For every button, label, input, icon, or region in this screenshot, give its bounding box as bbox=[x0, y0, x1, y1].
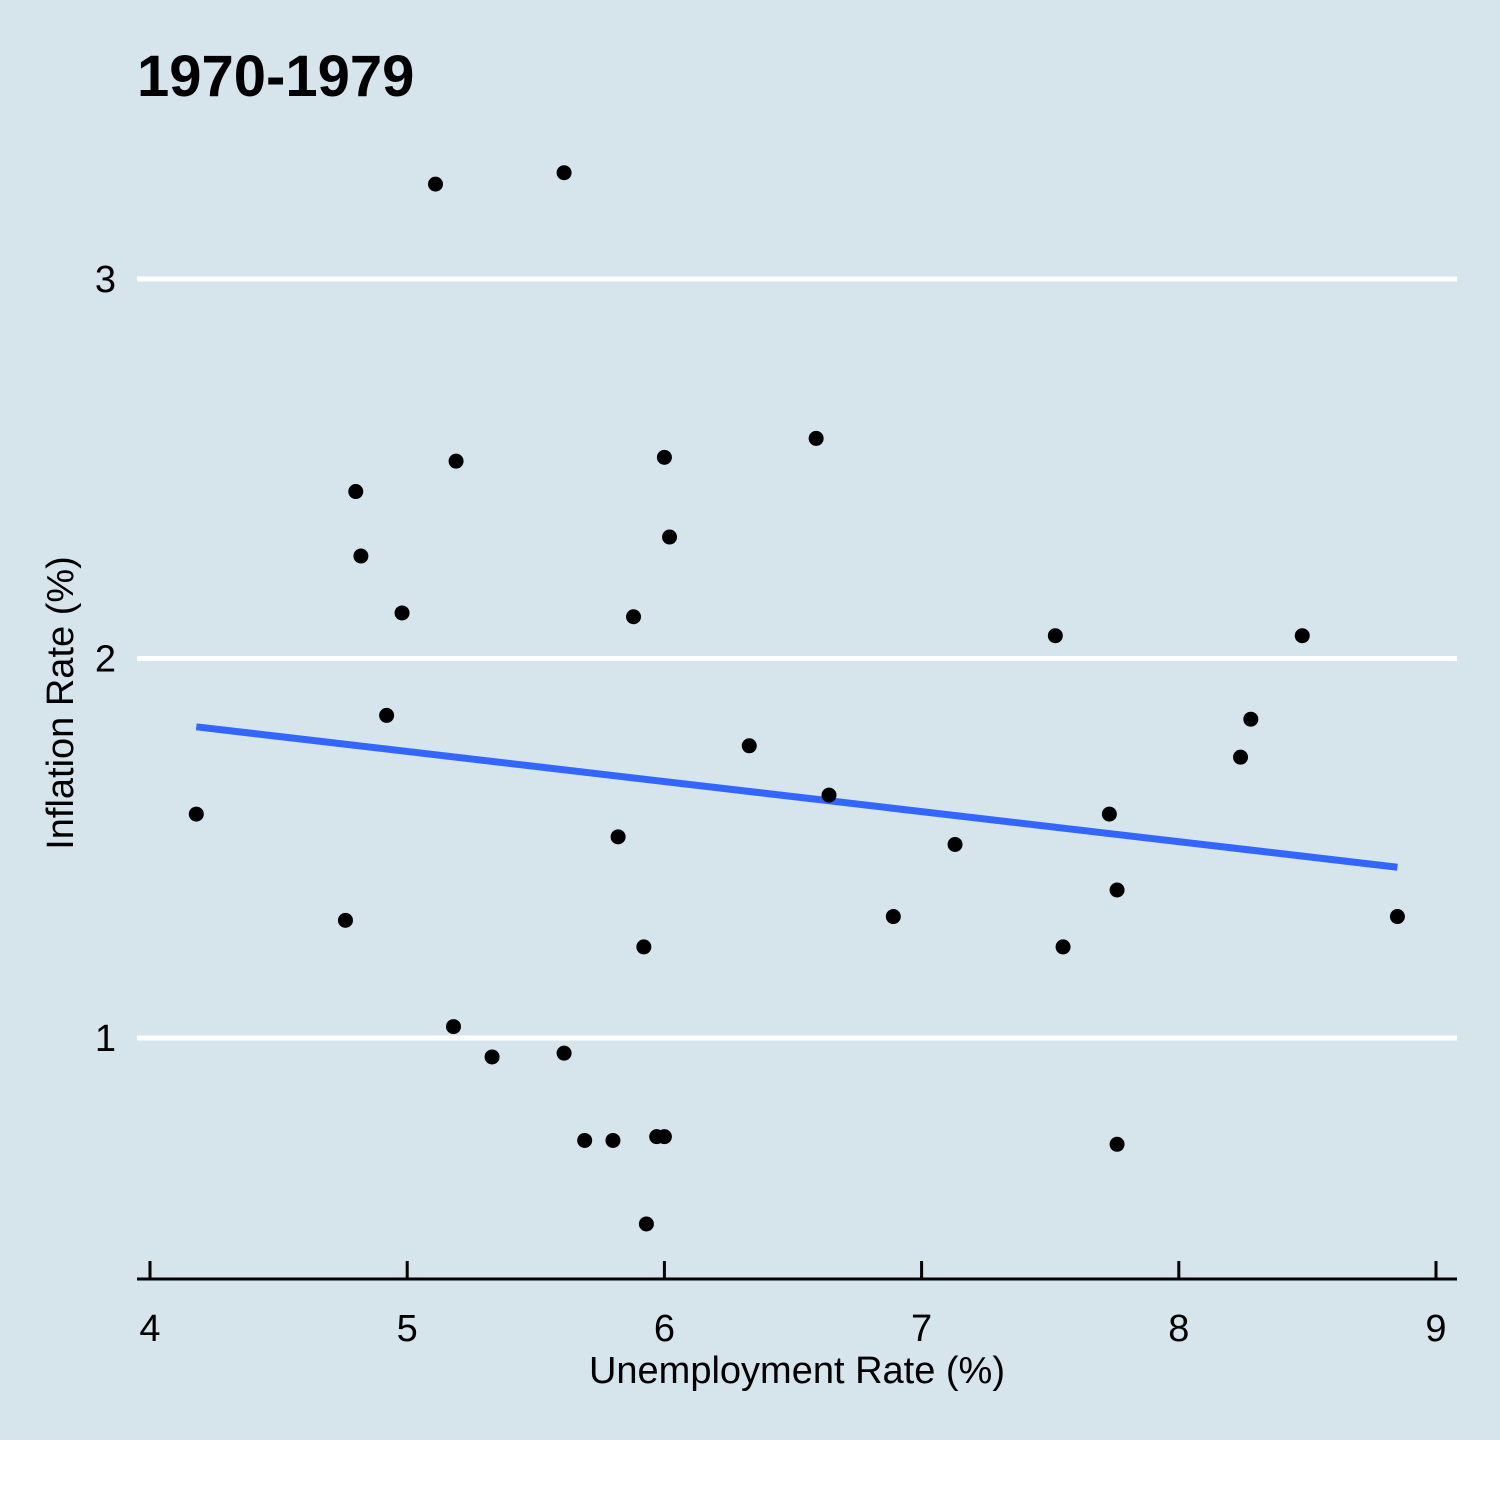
data-point bbox=[1233, 749, 1249, 765]
x-tick-label: 5 bbox=[397, 1308, 418, 1350]
y-tick-label: 2 bbox=[95, 639, 116, 681]
panel-background bbox=[0, 0, 1500, 1440]
data-point bbox=[379, 707, 395, 723]
data-point bbox=[662, 529, 678, 545]
trend-line-layer bbox=[195, 723, 1398, 871]
data-point bbox=[821, 787, 837, 803]
data-point bbox=[1055, 939, 1071, 955]
data-point bbox=[445, 1019, 461, 1035]
y-axis-title: Inflation Rate (%) bbox=[40, 556, 82, 850]
data-point bbox=[188, 806, 204, 822]
data-point bbox=[741, 738, 757, 754]
data-point bbox=[610, 829, 626, 845]
data-point bbox=[656, 1129, 672, 1145]
data-point bbox=[1389, 909, 1405, 925]
data-point bbox=[556, 165, 572, 181]
x-tick-label: 9 bbox=[1425, 1308, 1446, 1350]
data-point bbox=[1294, 628, 1310, 644]
data-point bbox=[885, 909, 901, 925]
chart-title: 1970-1979 bbox=[137, 44, 414, 109]
data-point bbox=[394, 605, 410, 621]
data-point bbox=[656, 449, 672, 465]
x-axis: 4 5 6 7 8 9 bbox=[137, 1261, 1457, 1350]
data-point bbox=[947, 836, 963, 852]
x-tick-label: 7 bbox=[911, 1308, 932, 1350]
data-point bbox=[808, 430, 824, 446]
data-point bbox=[1047, 628, 1063, 644]
data-point bbox=[1109, 882, 1125, 898]
data-point bbox=[1243, 711, 1259, 727]
y-tick-label: 3 bbox=[95, 259, 116, 301]
x-tick-label: 4 bbox=[139, 1308, 160, 1350]
data-points bbox=[188, 165, 1405, 1232]
data-point bbox=[577, 1132, 593, 1148]
y-axis-tick-labels: 1 2 3 bbox=[95, 259, 116, 1060]
data-point bbox=[636, 939, 652, 955]
y-tick-label: 1 bbox=[95, 1018, 116, 1060]
x-axis-title: Unemployment Rate (%) bbox=[589, 1350, 1005, 1392]
x-tick-label: 6 bbox=[654, 1308, 675, 1350]
data-point bbox=[448, 453, 464, 469]
gridlines bbox=[137, 276, 1457, 1041]
data-point bbox=[348, 484, 364, 500]
data-point bbox=[337, 912, 353, 928]
data-point bbox=[556, 1045, 572, 1061]
data-point bbox=[353, 548, 369, 564]
data-point bbox=[484, 1049, 500, 1065]
trend-line bbox=[195, 723, 1398, 871]
data-point bbox=[638, 1216, 654, 1232]
data-point bbox=[427, 176, 443, 192]
data-point bbox=[626, 609, 642, 625]
data-point bbox=[605, 1132, 621, 1148]
x-tick-label: 8 bbox=[1168, 1308, 1189, 1350]
data-point bbox=[1109, 1136, 1125, 1152]
data-point bbox=[1101, 806, 1117, 822]
